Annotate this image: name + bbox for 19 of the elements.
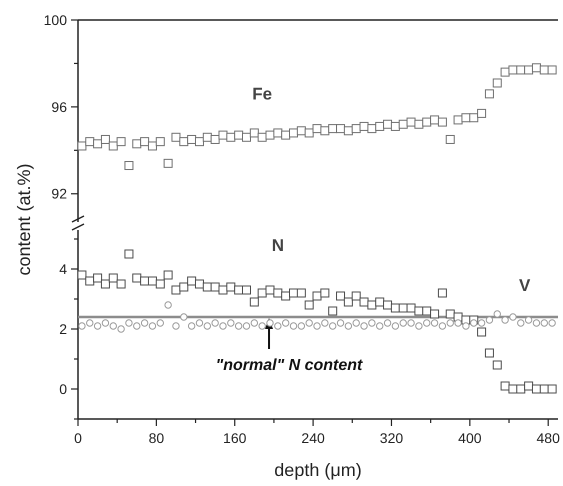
- x-tick-label: 160: [223, 430, 247, 446]
- series-label: N: [272, 236, 284, 255]
- y-tick-label: 4: [59, 260, 68, 277]
- y-tick-label: 96: [51, 98, 68, 115]
- x-axis-title: depth (μm): [274, 460, 362, 480]
- x-tick-label: 320: [380, 430, 404, 446]
- x-tick-label: 80: [148, 430, 164, 446]
- y-tick-label: 92: [51, 186, 68, 202]
- y-axis-title: content (at.%): [14, 163, 34, 276]
- series-label: V: [519, 276, 532, 295]
- x-tick-label: 240: [301, 430, 325, 446]
- y-tick-label: 0: [59, 380, 68, 397]
- x-tick-label: 400: [458, 430, 482, 446]
- x-tick-label: 0: [74, 430, 82, 446]
- y-tick-label: 2: [59, 320, 68, 337]
- x-tick-label: 480: [536, 430, 560, 446]
- series-label: Fe: [252, 84, 272, 104]
- y-tick-label: 100: [44, 12, 68, 28]
- annotation: "normal" N content: [216, 357, 364, 374]
